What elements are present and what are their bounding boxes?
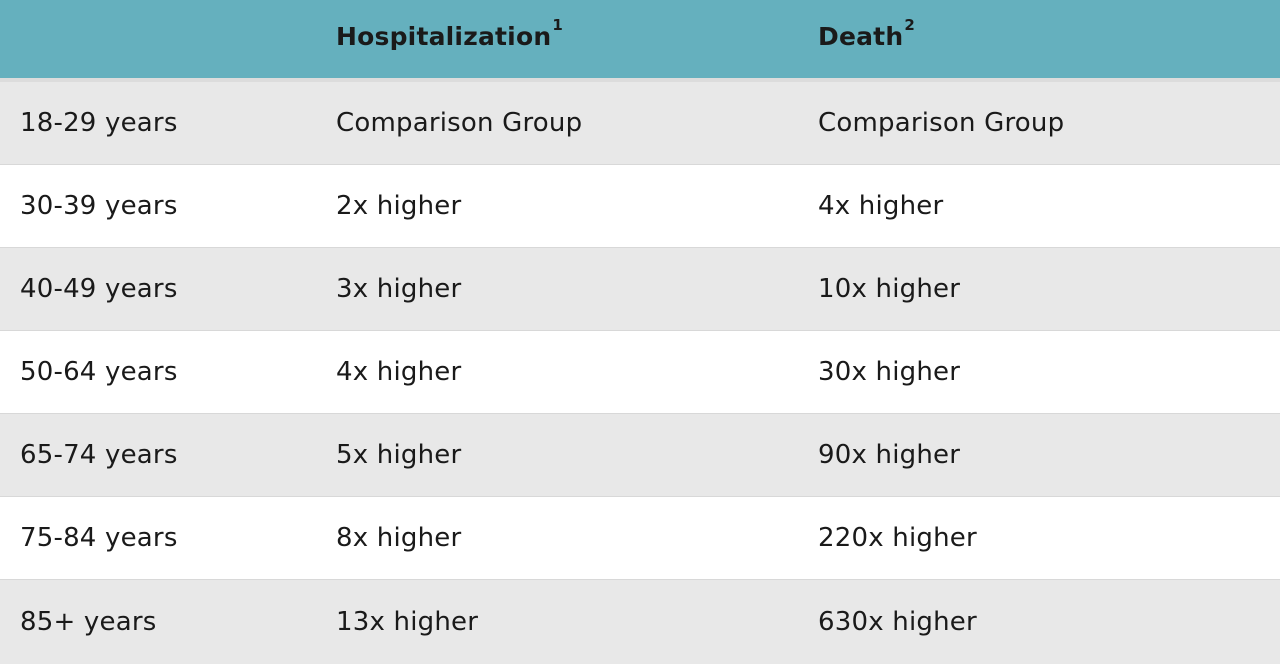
hospitalization-cell: 4x higher — [336, 357, 462, 387]
death-cell: Comparison Group — [818, 108, 1065, 138]
table-row: 30-39 years 2x higher 4x higher — [0, 165, 1280, 248]
table-row: 50-64 years 4x higher 30x higher — [0, 331, 1280, 414]
hospitalization-cell: 2x higher — [336, 191, 462, 221]
death-cell: 30x higher — [818, 357, 961, 387]
table-row: 75-84 years 8x higher 220x higher — [0, 497, 1280, 580]
age-cell: 85+ years — [20, 607, 157, 637]
table-row: 65-74 years 5x higher 90x higher — [0, 414, 1280, 497]
age-cell: 18-29 years — [20, 108, 178, 138]
age-cell: 65-74 years — [20, 440, 178, 470]
footnote-marker-1[interactable]: 1 — [552, 15, 563, 34]
header-hospitalization-label: Hospitalization — [336, 21, 552, 51]
footnote-marker-2[interactable]: 2 — [904, 15, 915, 34]
age-cell: 75-84 years — [20, 523, 178, 553]
table-row: 85+ years 13x higher 630x higher — [0, 580, 1280, 664]
hospitalization-cell: 5x higher — [336, 440, 462, 470]
death-cell: 630x higher — [818, 607, 977, 637]
death-cell: 4x higher — [818, 191, 944, 221]
age-cell: 50-64 years — [20, 357, 178, 387]
death-cell: 10x higher — [818, 274, 961, 304]
header-hospitalization: Hospitalization1 — [316, 16, 798, 51]
hospitalization-cell: 3x higher — [336, 274, 462, 304]
table-row: 18-29 years Comparison Group Comparison … — [0, 82, 1280, 165]
header-death: Death2 — [798, 16, 1280, 51]
age-cell: 40-49 years — [20, 274, 178, 304]
death-cell: 220x higher — [818, 523, 977, 553]
hospitalization-cell: 13x higher — [336, 607, 479, 637]
age-cell: 30-39 years — [20, 191, 178, 221]
table-row: 40-49 years 3x higher 10x higher — [0, 248, 1280, 331]
death-cell: 90x higher — [818, 440, 961, 470]
table-header-row: Hospitalization1 Death2 — [0, 0, 1280, 82]
header-death-label: Death — [818, 21, 904, 51]
hospitalization-cell: Comparison Group — [336, 108, 583, 138]
hospitalization-cell: 8x higher — [336, 523, 462, 553]
